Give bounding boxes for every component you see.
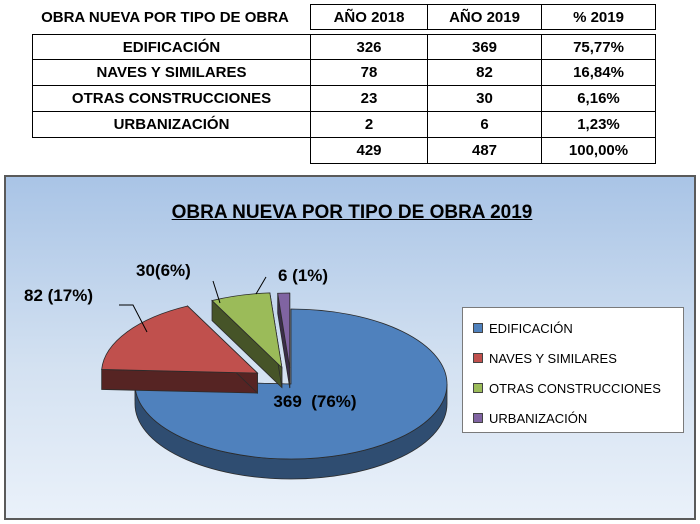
row-2019: 82 bbox=[428, 60, 542, 86]
legend-item-naves: NAVES Y SIMILARES bbox=[473, 350, 617, 366]
leader-line-urbanizacion bbox=[255, 276, 267, 295]
total-pct: 100,00% bbox=[542, 138, 656, 164]
pie-chart: 369 (76%) 82 (17%) 30(6%) 6 (1%) bbox=[24, 261, 448, 480]
leader-line-naves bbox=[119, 304, 148, 333]
legend-label: NAVES Y SIMILARES bbox=[489, 350, 617, 366]
table-row: OTRAS CONSTRUCCIONES 23 30 6,16% bbox=[0, 86, 700, 112]
legend-swatch bbox=[473, 383, 483, 393]
header-tipo-obra: OBRA NUEVA POR TIPO DE OBRA bbox=[41, 8, 289, 26]
row-pct: 6,16% bbox=[542, 86, 656, 112]
total-2019: 487 bbox=[428, 138, 542, 164]
table-totals-row: 429 487 100,00% bbox=[0, 138, 700, 164]
chart-title: OBRA NUEVA POR TIPO DE OBRA 2019 bbox=[171, 202, 533, 223]
row-label: EDIFICACIÓN bbox=[32, 34, 310, 60]
legend-item-urbanizacion: URBANIZACIÓN bbox=[473, 410, 587, 426]
data-label-naves: 82 (17%) bbox=[24, 286, 93, 305]
row-label: OTRAS CONSTRUCCIONES bbox=[32, 86, 310, 112]
data-label-edificacion: 369 (76%) bbox=[273, 392, 356, 411]
row-label: URBANIZACIÓN bbox=[32, 112, 310, 138]
row-2018: 23 bbox=[310, 86, 428, 112]
legend-item-edificacion: EDIFICACIÓN bbox=[473, 320, 573, 336]
row-2018: 78 bbox=[310, 60, 428, 86]
legend-swatch bbox=[473, 323, 483, 333]
slice-urbanizacion bbox=[277, 292, 291, 389]
header-ano-2018: AÑO 2018 bbox=[310, 4, 428, 30]
row-2018: 2 bbox=[310, 112, 428, 138]
legend-swatch bbox=[473, 353, 483, 363]
header-ano-2019: AÑO 2019 bbox=[428, 4, 542, 30]
slice-naves bbox=[101, 305, 259, 395]
legend-item-otras: OTRAS CONSTRUCCIONES bbox=[473, 380, 661, 396]
row-label: NAVES Y SIMILARES bbox=[32, 60, 310, 86]
row-pct: 75,77% bbox=[542, 34, 656, 60]
row-pct: 1,23% bbox=[542, 112, 656, 138]
data-label-urbanizacion: 6 (1%) bbox=[278, 266, 328, 285]
legend-label: EDIFICACIÓN bbox=[489, 320, 573, 336]
chart-legend: EDIFICACIÓN NAVES Y SIMILARES OTRAS CONS… bbox=[462, 307, 684, 433]
legend-swatch bbox=[473, 413, 483, 423]
header-pct-2019: % 2019 bbox=[542, 4, 656, 30]
leader-line-otras bbox=[212, 280, 221, 304]
table-row: NAVES Y SIMILARES 78 82 16,84% bbox=[0, 60, 700, 86]
data-table: OBRA NUEVA POR TIPO DE OBRA AÑO 2018 AÑO… bbox=[0, 4, 700, 168]
table-row: URBANIZACIÓN 2 6 1,23% bbox=[0, 112, 700, 138]
legend-label: URBANIZACIÓN bbox=[489, 410, 588, 426]
row-2019: 6 bbox=[428, 112, 542, 138]
legend-label: OTRAS CONSTRUCCIONES bbox=[489, 380, 661, 396]
table-row: EDIFICACIÓN 326 369 75,77% bbox=[0, 34, 700, 60]
total-2018: 429 bbox=[310, 138, 428, 164]
data-label-otras: 30(6%) bbox=[136, 261, 191, 280]
chart-panel: OBRA NUEVA POR TIPO DE OBRA 2019 369 (76… bbox=[4, 175, 696, 520]
row-2018: 326 bbox=[310, 34, 428, 60]
row-pct: 16,84% bbox=[542, 60, 656, 86]
table-header-row: OBRA NUEVA POR TIPO DE OBRA AÑO 2018 AÑO… bbox=[0, 4, 700, 30]
slice-otras bbox=[211, 292, 283, 389]
row-2019: 30 bbox=[428, 86, 542, 112]
row-2019: 369 bbox=[428, 34, 542, 60]
